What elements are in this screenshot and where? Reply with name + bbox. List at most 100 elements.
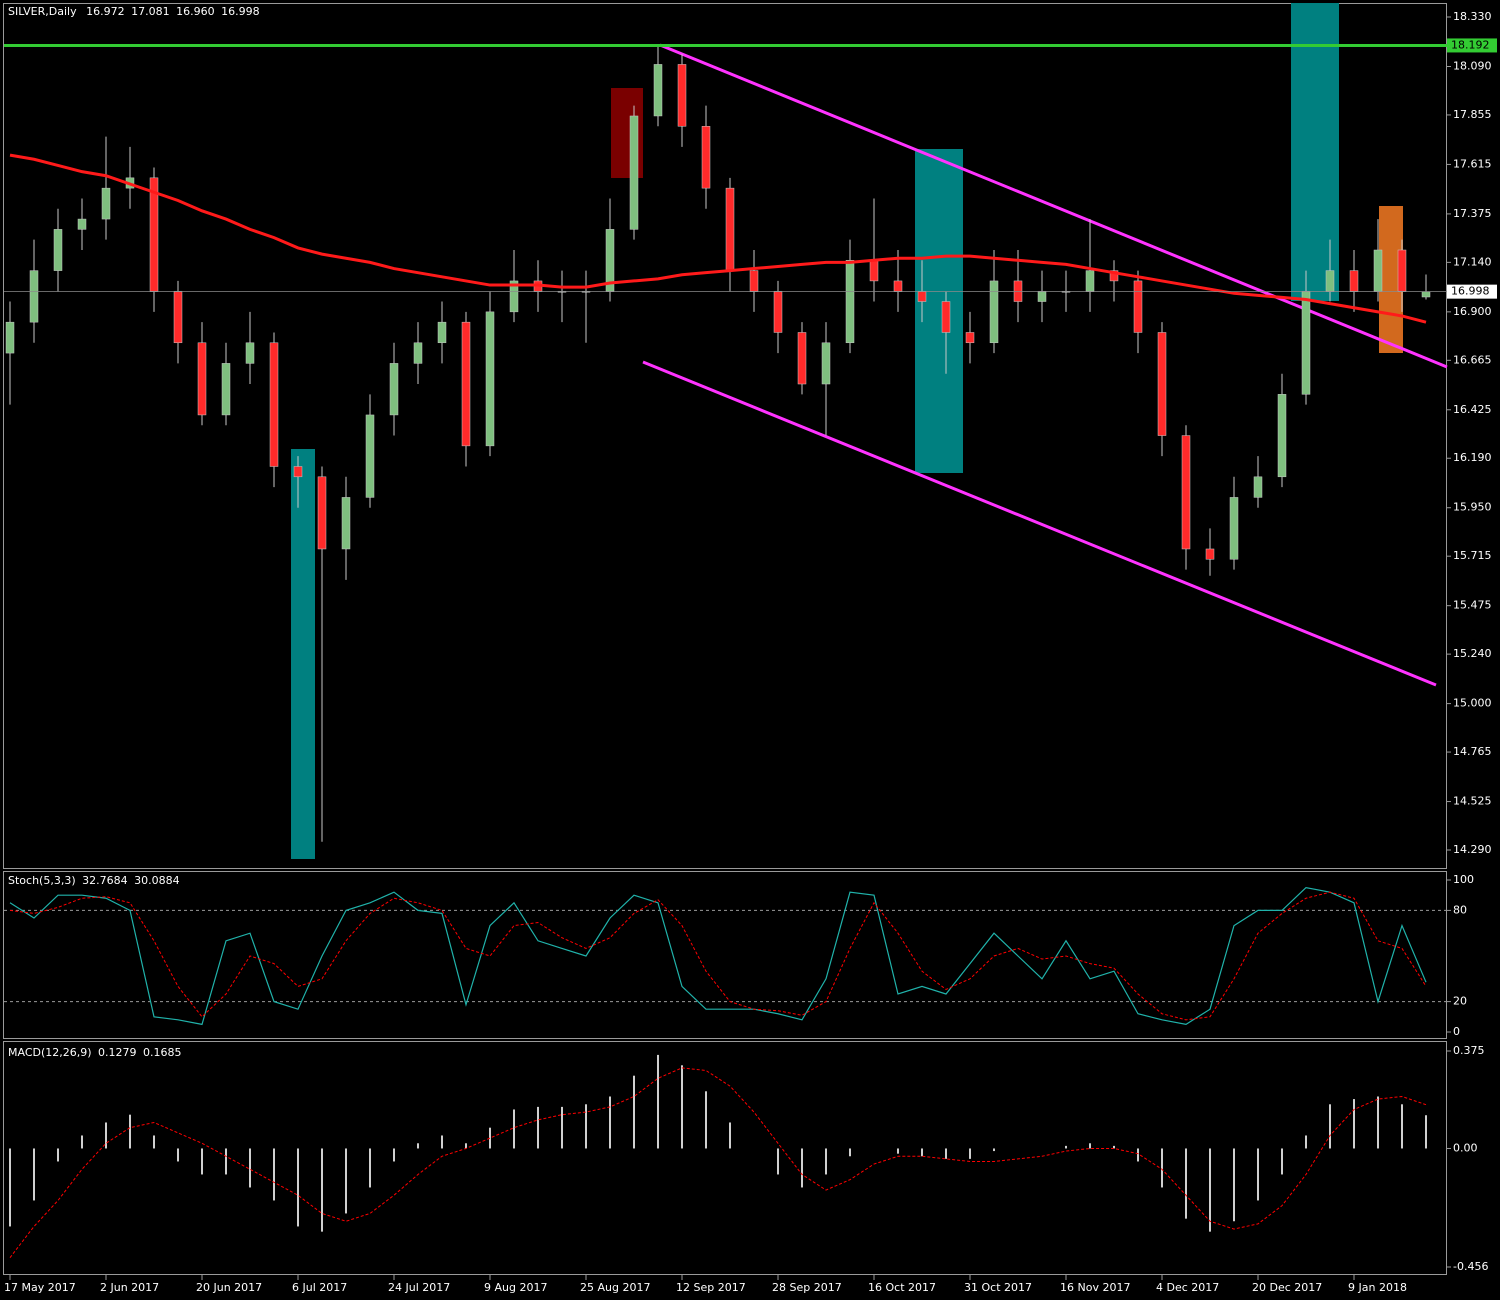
candle-body bbox=[1397, 249, 1407, 292]
indicator-value: 0.1279 bbox=[98, 1046, 137, 1059]
candle-body bbox=[413, 342, 423, 364]
candle-body bbox=[1421, 291, 1431, 298]
macd-header: MACD(12,26,9) 0.1279 0.1685 bbox=[8, 1046, 182, 1059]
y-tick-label: 16.425 bbox=[1453, 403, 1492, 416]
stoch-panel-frame bbox=[3, 871, 1447, 1039]
candle-body bbox=[1109, 270, 1119, 282]
candle-body bbox=[269, 342, 279, 467]
candle-body bbox=[965, 332, 975, 344]
y-tick-label: 18.330 bbox=[1453, 10, 1492, 23]
y-tick-label: 15.475 bbox=[1453, 599, 1492, 612]
chart-header: SILVER,Daily 16.972 17.081 16.960 16.998 bbox=[8, 5, 260, 18]
candle-body bbox=[1205, 548, 1215, 560]
y-tick-label: 18.090 bbox=[1453, 59, 1492, 72]
y-tick-label: -0.456 bbox=[1453, 1260, 1488, 1273]
y-tick-label: 14.765 bbox=[1453, 745, 1492, 758]
moving-average bbox=[9, 153, 1427, 324]
y-tick-label: 17.140 bbox=[1453, 255, 1492, 268]
y-tick-label: 17.855 bbox=[1453, 108, 1492, 121]
candle-body bbox=[221, 363, 231, 416]
candle-body bbox=[893, 280, 903, 292]
highlight-zone bbox=[291, 449, 315, 859]
candle-body bbox=[653, 64, 663, 117]
price-label: 16.998 bbox=[1451, 285, 1490, 298]
panel-frames bbox=[3, 3, 1447, 1275]
y-tick-label: 100 bbox=[1453, 873, 1474, 886]
indicator-line bbox=[9, 886, 1427, 1026]
candle-body bbox=[1013, 280, 1023, 302]
y-tick-label: 14.290 bbox=[1453, 843, 1492, 856]
y-tick-label: 0.00 bbox=[1453, 1141, 1478, 1154]
x-tick-label: 16 Oct 2017 bbox=[868, 1281, 936, 1294]
candle-body bbox=[173, 290, 183, 344]
candle-body bbox=[605, 229, 615, 292]
x-tick-label: 16 Nov 2017 bbox=[1060, 1281, 1130, 1294]
x-tick-label: 24 Jul 2017 bbox=[388, 1281, 450, 1294]
x-tick-label: 20 Jun 2017 bbox=[196, 1281, 262, 1294]
y-tick-label: 16.665 bbox=[1453, 353, 1492, 366]
y-tick-label: 0 bbox=[1453, 1025, 1460, 1038]
x-tick-label: 9 Aug 2017 bbox=[484, 1281, 547, 1294]
level-label: 18.192 bbox=[1451, 38, 1490, 51]
candle-body bbox=[437, 321, 447, 344]
candle-body bbox=[149, 177, 159, 292]
candle-body bbox=[77, 218, 87, 230]
candle-body bbox=[629, 115, 639, 230]
y-tick-label: 80 bbox=[1453, 903, 1467, 916]
candle-body bbox=[101, 187, 111, 220]
candle-body bbox=[1229, 497, 1239, 560]
candle-body bbox=[389, 363, 399, 416]
x-tick-label: 6 Jul 2017 bbox=[292, 1281, 347, 1294]
candle-body bbox=[53, 229, 63, 271]
y-tick-label: 16.190 bbox=[1453, 451, 1492, 464]
indicator-name: MACD(12,26,9) bbox=[8, 1046, 92, 1059]
candle-body bbox=[1373, 249, 1383, 292]
candle-body bbox=[485, 311, 495, 447]
y-tick-label: 15.240 bbox=[1453, 647, 1492, 660]
symbol: SILVER,Daily bbox=[8, 5, 77, 18]
candle-body bbox=[1133, 280, 1143, 333]
candle-body bbox=[197, 342, 207, 416]
candle-body bbox=[749, 270, 759, 292]
candle-body bbox=[941, 301, 951, 333]
x-tick-label: 25 Aug 2017 bbox=[580, 1281, 650, 1294]
indicator-value: 32.7684 bbox=[82, 874, 128, 887]
x-tick-label: 9 Jan 2018 bbox=[1348, 1281, 1407, 1294]
candle-body bbox=[989, 280, 999, 344]
candle-body bbox=[341, 497, 351, 550]
highlight-zone bbox=[1291, 3, 1339, 301]
candle-body bbox=[1301, 290, 1311, 395]
y-tick-label: 17.615 bbox=[1453, 157, 1492, 170]
candle-body bbox=[773, 290, 783, 333]
candle-body bbox=[1349, 270, 1359, 292]
candle-body bbox=[29, 270, 39, 323]
y-tick-label: 20 bbox=[1453, 995, 1467, 1008]
trend-line bbox=[642, 360, 1437, 687]
candle-body bbox=[1253, 476, 1263, 498]
high-label: 17.081 bbox=[131, 5, 170, 18]
candle-body bbox=[5, 321, 15, 354]
main-panel-frame bbox=[3, 3, 1447, 869]
low-label: 16.960 bbox=[176, 5, 215, 18]
x-tick-label: 4 Dec 2017 bbox=[1156, 1281, 1219, 1294]
x-tick-label: 12 Sep 2017 bbox=[676, 1281, 746, 1294]
candle-body bbox=[1325, 270, 1335, 292]
indicator-name: Stoch(5,3,3) bbox=[8, 874, 76, 887]
candle-body bbox=[245, 342, 255, 364]
candle-body bbox=[509, 280, 519, 313]
y-tick-label: 15.715 bbox=[1453, 549, 1492, 562]
candle-body bbox=[869, 260, 879, 282]
candle-body bbox=[701, 126, 711, 189]
candle-body bbox=[461, 321, 471, 447]
candle-body bbox=[1157, 332, 1167, 436]
candle-body bbox=[725, 187, 735, 271]
x-tick-label: 20 Dec 2017 bbox=[1252, 1281, 1322, 1294]
y-tick-label: 15.950 bbox=[1453, 501, 1492, 514]
x-tick-label: 17 May 2017 bbox=[4, 1281, 76, 1294]
x-tick-label: 31 Oct 2017 bbox=[964, 1281, 1032, 1294]
x-tick-label: 2 Jun 2017 bbox=[100, 1281, 159, 1294]
indicator-value: 0.1685 bbox=[143, 1046, 182, 1059]
trend-line bbox=[659, 43, 1448, 369]
